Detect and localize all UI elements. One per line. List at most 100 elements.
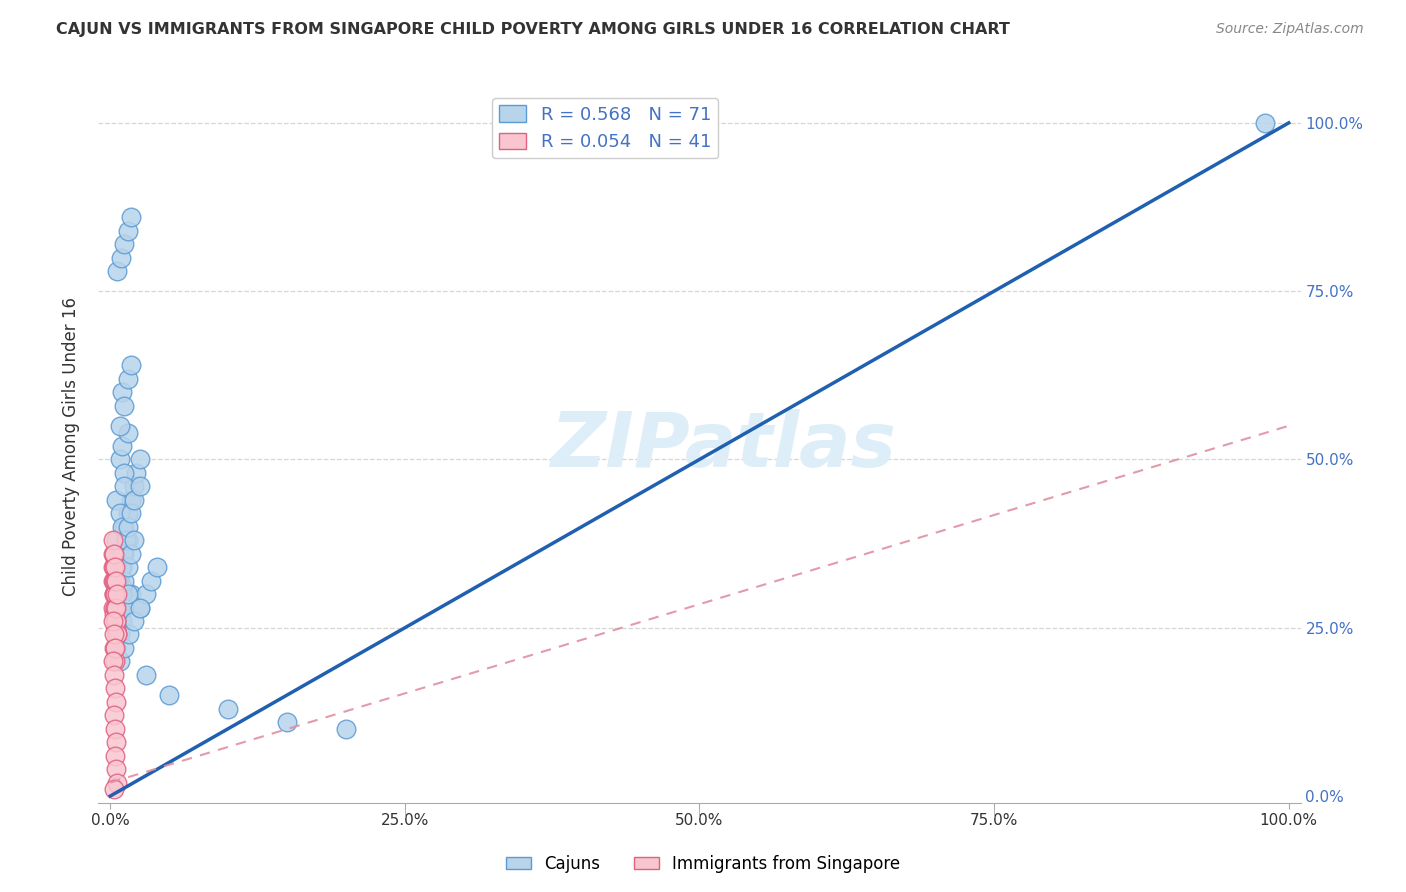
Text: Source: ZipAtlas.com: Source: ZipAtlas.com	[1216, 22, 1364, 37]
Point	[103, 587, 125, 601]
Point	[117, 560, 139, 574]
Point	[128, 479, 150, 493]
Point	[141, 574, 163, 588]
Point	[108, 547, 131, 561]
Point	[112, 600, 135, 615]
Point	[108, 452, 131, 467]
Point	[111, 520, 134, 534]
Point	[104, 600, 127, 615]
Point	[103, 640, 125, 655]
Point	[111, 580, 134, 594]
Point	[103, 668, 125, 682]
Point	[112, 520, 135, 534]
Point	[101, 560, 124, 574]
Point	[217, 701, 239, 715]
Point	[110, 560, 132, 574]
Point	[105, 614, 128, 628]
Point	[117, 520, 139, 534]
Point	[118, 627, 141, 641]
Point	[101, 533, 124, 548]
Point	[103, 547, 125, 561]
Point	[125, 466, 148, 480]
Point	[112, 466, 135, 480]
Point	[103, 574, 125, 588]
Legend: Cajuns, Immigrants from Singapore: Cajuns, Immigrants from Singapore	[499, 848, 907, 880]
Point	[117, 425, 139, 440]
Point	[104, 574, 127, 588]
Point	[105, 264, 128, 278]
Point	[104, 560, 127, 574]
Point	[112, 547, 135, 561]
Point	[105, 600, 128, 615]
Point	[120, 358, 142, 372]
Point	[105, 640, 128, 655]
Point	[111, 439, 134, 453]
Point	[103, 708, 125, 723]
Point	[117, 372, 139, 386]
Point	[104, 748, 127, 763]
Point	[122, 492, 145, 507]
Point	[105, 695, 128, 709]
Point	[112, 479, 135, 493]
Point	[122, 533, 145, 548]
Point	[105, 587, 128, 601]
Point	[111, 385, 134, 400]
Legend: R = 0.568   N = 71, R = 0.054   N = 41: R = 0.568 N = 71, R = 0.054 N = 41	[492, 98, 718, 158]
Point	[128, 600, 150, 615]
Point	[108, 506, 131, 520]
Point	[1254, 116, 1277, 130]
Point	[105, 574, 128, 588]
Point	[112, 547, 135, 561]
Point	[101, 547, 124, 561]
Point	[122, 479, 145, 493]
Point	[103, 627, 125, 641]
Point	[157, 688, 180, 702]
Point	[114, 533, 136, 548]
Point	[111, 560, 134, 574]
Point	[108, 566, 131, 581]
Text: ZIPatlas: ZIPatlas	[551, 409, 897, 483]
Point	[122, 614, 145, 628]
Point	[104, 600, 127, 615]
Point	[107, 574, 129, 588]
Point	[103, 607, 125, 622]
Point	[112, 574, 135, 588]
Point	[105, 533, 128, 548]
Point	[146, 560, 169, 574]
Point	[101, 574, 124, 588]
Point	[111, 614, 134, 628]
Point	[120, 587, 142, 601]
Point	[112, 399, 135, 413]
Point	[108, 574, 131, 588]
Point	[103, 587, 125, 601]
Point	[105, 621, 128, 635]
Point	[112, 237, 135, 252]
Point	[108, 627, 131, 641]
Point	[135, 587, 157, 601]
Point	[105, 762, 128, 776]
Point	[117, 587, 139, 601]
Point	[128, 600, 150, 615]
Point	[135, 668, 157, 682]
Point	[104, 614, 127, 628]
Point	[117, 506, 139, 520]
Point	[105, 621, 128, 635]
Point	[105, 735, 128, 749]
Point	[111, 560, 134, 574]
Point	[276, 714, 298, 729]
Point	[120, 210, 142, 224]
Point	[103, 782, 125, 797]
Y-axis label: Child Poverty Among Girls Under 16: Child Poverty Among Girls Under 16	[62, 296, 80, 596]
Point	[108, 418, 131, 433]
Point	[101, 614, 124, 628]
Point	[105, 614, 128, 628]
Point	[120, 547, 142, 561]
Point	[108, 655, 131, 669]
Point	[104, 640, 127, 655]
Point	[111, 587, 134, 601]
Text: CAJUN VS IMMIGRANTS FROM SINGAPORE CHILD POVERTY AMONG GIRLS UNDER 16 CORRELATIO: CAJUN VS IMMIGRANTS FROM SINGAPORE CHILD…	[56, 22, 1010, 37]
Point	[110, 251, 132, 265]
Point	[335, 722, 357, 736]
Point	[120, 506, 142, 520]
Point	[101, 655, 124, 669]
